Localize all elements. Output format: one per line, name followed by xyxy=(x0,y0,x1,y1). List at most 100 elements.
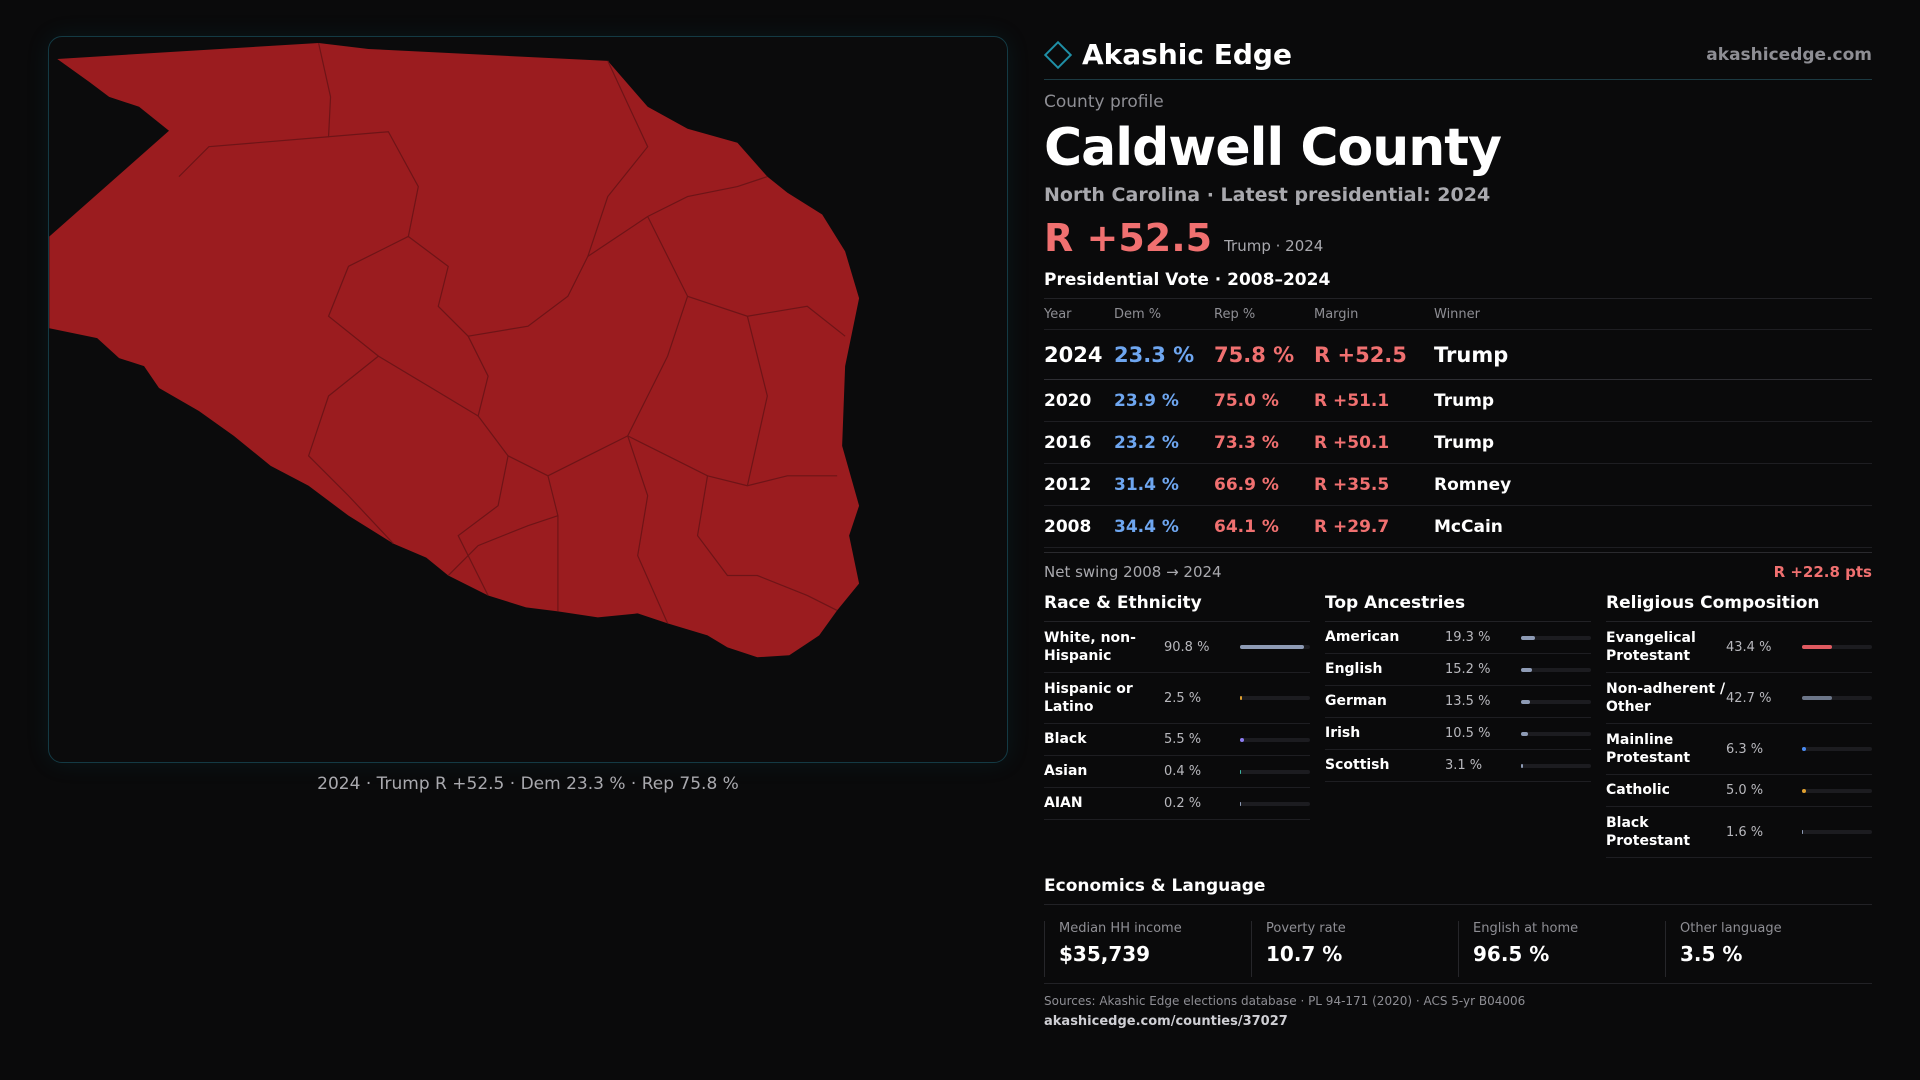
item-bar-fill xyxy=(1521,763,1524,768)
ancestry-column: Top Ancestries American 19.3 % English 1… xyxy=(1325,593,1591,858)
stat-label: Poverty rate xyxy=(1266,921,1346,936)
item-label: Black xyxy=(1044,731,1087,748)
brand-name[interactable]: Akashic Edge xyxy=(1082,38,1292,71)
cell-year: 2008 xyxy=(1044,516,1092,537)
stat-other-language: Other language 3.5 % xyxy=(1665,921,1872,977)
item-value: 1.6 % xyxy=(1726,824,1764,840)
item-bar xyxy=(1802,788,1872,793)
stat-label: Median HH income xyxy=(1059,921,1182,936)
item-value: 3.1 % xyxy=(1445,758,1483,773)
page-kicker: County profile xyxy=(1044,92,1164,112)
item-value: 13.5 % xyxy=(1445,694,1491,709)
col-header-year: Year xyxy=(1044,306,1072,322)
headline-margin-value: R +52.5 xyxy=(1044,216,1213,260)
county-map-panel[interactable] xyxy=(48,36,1008,763)
item-label: English xyxy=(1325,661,1383,678)
religion-column: Religious Composition Evangelical Protes… xyxy=(1606,593,1872,858)
item-bar-fill xyxy=(1521,731,1529,736)
page-title: Caldwell County xyxy=(1044,118,1502,178)
stat-label: English at home xyxy=(1473,921,1579,936)
item-value: 0.4 % xyxy=(1164,764,1202,779)
cell-margin: R +51.1 xyxy=(1314,390,1390,411)
item-bar-fill xyxy=(1240,645,1304,649)
item-bar xyxy=(1521,699,1591,704)
list-item: English 15.2 % xyxy=(1325,654,1591,686)
item-bar xyxy=(1240,737,1310,742)
item-bar xyxy=(1240,769,1310,774)
stat-english-at-home: English at home 96.5 % xyxy=(1458,921,1665,977)
headline-margin-note: Trump · 2024 xyxy=(1224,237,1324,255)
county-shape[interactable] xyxy=(49,42,860,658)
stat-value: $35,739 xyxy=(1059,942,1151,966)
religion-title: Religious Composition xyxy=(1606,593,1872,622)
race-title: Race & Ethnicity xyxy=(1044,593,1310,622)
list-item: Irish 10.5 % xyxy=(1325,718,1591,750)
item-label: Irish xyxy=(1325,725,1361,742)
item-bar xyxy=(1240,801,1310,806)
col-header-winner: Winner xyxy=(1434,306,1481,322)
cell-winner: McCain xyxy=(1434,516,1503,537)
subdivision-borders xyxy=(178,42,846,624)
list-item: Scottish 3.1 % xyxy=(1325,750,1591,782)
net-swing-value: R +22.8 pts xyxy=(1773,563,1872,581)
stat-value: 10.7 % xyxy=(1266,942,1343,966)
item-bar-fill xyxy=(1802,747,1807,751)
item-bar-fill xyxy=(1521,667,1532,672)
item-label: Non-adherent / Other xyxy=(1606,680,1726,715)
item-label: Mainline Protestant xyxy=(1606,731,1691,766)
list-item: Mainline Protestant 6.3 % xyxy=(1606,724,1872,775)
cell-margin: R +29.7 xyxy=(1314,516,1390,537)
col-header-dem: Dem % xyxy=(1114,306,1162,322)
county-map[interactable] xyxy=(49,37,1007,762)
col-header-margin: Margin xyxy=(1314,306,1359,322)
item-value: 5.5 % xyxy=(1164,732,1202,747)
item-label: German xyxy=(1325,693,1387,710)
item-value: 5.0 % xyxy=(1726,783,1764,798)
item-label: Evangelical Protestant xyxy=(1606,629,1696,664)
sources-note: Sources: Akashic Edge elections database… xyxy=(1044,994,1526,1008)
table-row: 2016 23.2 % 73.3 % R +50.1 Trump xyxy=(1044,422,1872,464)
item-bar xyxy=(1802,747,1872,751)
stat-value: 3.5 % xyxy=(1680,942,1743,966)
county-profile-panel: Akashic Edge akashicedge.com County prof… xyxy=(1043,30,1872,1029)
cell-winner: Romney xyxy=(1434,474,1512,495)
ancestry-title: Top Ancestries xyxy=(1325,593,1591,622)
economics-grid: Median HH income $35,739 Poverty rate 10… xyxy=(1044,921,1872,977)
item-label: Asian xyxy=(1044,763,1088,780)
cell-dem: 23.2 % xyxy=(1114,432,1179,453)
item-bar xyxy=(1521,731,1591,736)
map-caption: 2024 · Trump R +52.5 · Dem 23.3 % · Rep … xyxy=(317,774,739,794)
item-value: 43.4 % xyxy=(1726,639,1772,655)
cell-dem: 23.3 % xyxy=(1114,342,1195,367)
item-label: AIAN xyxy=(1044,795,1083,812)
diamond-logo-icon xyxy=(1043,40,1073,69)
list-item: Catholic 5.0 % xyxy=(1606,775,1872,807)
economics-title: Economics & Language xyxy=(1044,876,1872,905)
cell-winner: Trump xyxy=(1434,432,1495,453)
item-bar-fill xyxy=(1521,699,1531,704)
cell-rep: 75.0 % xyxy=(1214,390,1279,411)
site-link[interactable]: akashicedge.com xyxy=(1706,44,1872,65)
item-value: 10.5 % xyxy=(1445,726,1491,741)
item-bar-fill xyxy=(1240,696,1242,700)
item-bar-fill xyxy=(1802,788,1806,793)
item-label: Hispanic or Latino xyxy=(1044,680,1133,715)
col-header-rep: Rep % xyxy=(1214,306,1256,322)
item-label: Catholic xyxy=(1606,782,1670,799)
table-row: 2008 34.4 % 64.1 % R +29.7 McCain xyxy=(1044,506,1872,548)
permalink[interactable]: akashicedge.com/counties/37027 xyxy=(1044,1014,1288,1029)
vote-table-header: Year Dem % Rep % Margin Winner xyxy=(1044,299,1872,330)
item-bar xyxy=(1802,696,1872,700)
item-label: White, non-Hispanic xyxy=(1044,629,1136,664)
list-item: Black Protestant 1.6 % xyxy=(1606,807,1872,858)
cell-margin: R +52.5 xyxy=(1314,342,1407,367)
cell-year: 2020 xyxy=(1044,390,1092,411)
item-bar xyxy=(1240,696,1310,700)
cell-rep: 64.1 % xyxy=(1214,516,1279,537)
divider xyxy=(1044,983,1872,984)
cell-margin: R +35.5 xyxy=(1314,474,1390,495)
list-item: White, non-Hispanic 90.8 % xyxy=(1044,622,1310,673)
item-value: 90.8 % xyxy=(1164,639,1210,655)
race-column: Race & Ethnicity White, non-Hispanic 90.… xyxy=(1044,593,1310,858)
item-bar xyxy=(1521,635,1591,640)
